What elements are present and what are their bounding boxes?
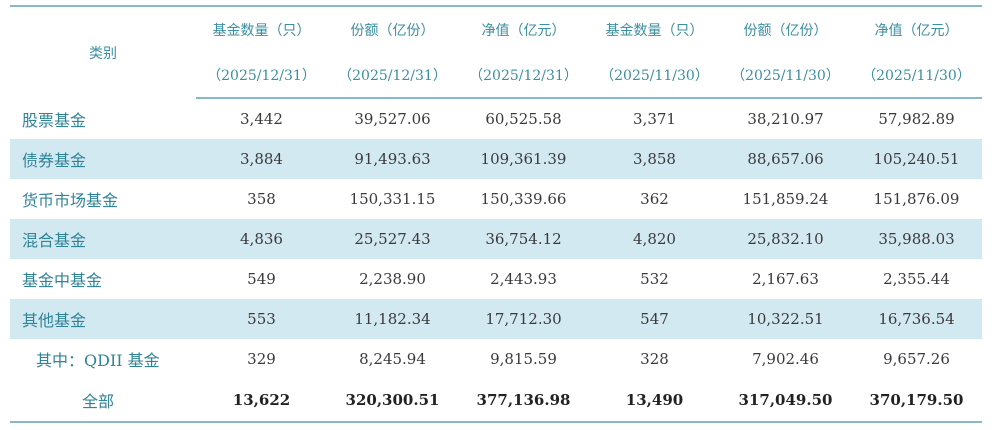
table-cell: 8,245.94 xyxy=(359,350,426,368)
table-row: 其中：QDII 基金 329 8,245.94 9,815.59 328 7,902.46… xyxy=(10,339,982,379)
table-cell: 151,876.09 xyxy=(873,190,960,208)
header-col-date: （2025/11/30） xyxy=(589,53,720,99)
table-cell: 150,339.66 xyxy=(480,190,567,208)
header-col-date: （2025/12/31） xyxy=(327,53,458,99)
header-row: 类别 基金数量（只） 份额（亿份） 净值（亿元） 基金数量（只） 份额（亿份） … xyxy=(10,5,982,98)
row-category: 货币市场基金 xyxy=(22,191,119,210)
header-col-label: 份额（亿份） xyxy=(720,5,851,53)
table-cell: 150,331.15 xyxy=(349,190,436,208)
table-cell: 4,820 xyxy=(589,219,720,259)
table-row: 债券基金 3,884 91,493.63 109,361.39 3,858 88,657.… xyxy=(10,139,982,179)
table-cell: 151,859.24 xyxy=(742,190,829,208)
row-category: 混合基金 xyxy=(10,219,196,259)
table-cell: 105,240.51 xyxy=(851,139,982,179)
table-cell: 38,210.97 xyxy=(747,110,824,128)
table-cell: 4,836 xyxy=(196,219,327,259)
fund-statistics-table: 类别 基金数量（只） 份额（亿份） 净值（亿元） 基金数量（只） 份额（亿份） … xyxy=(10,5,982,423)
row-category: 股票基金 xyxy=(22,110,87,130)
header-col-date: （2025/11/30） xyxy=(851,53,982,99)
row-category: 全部 xyxy=(10,379,196,423)
table-cell: 10,322.51 xyxy=(720,299,851,339)
table-cell: 11,182.34 xyxy=(327,299,458,339)
table-cell: 91,493.63 xyxy=(327,139,458,179)
table-row: 股票基金 3,442 39,527.06 60,525.58 3,371 38,210.9… xyxy=(10,98,982,139)
table-cell: 109,361.39 xyxy=(458,139,589,179)
header-col-date: （2025/11/30） xyxy=(720,53,851,99)
table-cell: 9,815.59 xyxy=(490,350,557,368)
header-col-label: 净值（亿元） xyxy=(458,5,589,53)
header-col-label: 基金数量（只） xyxy=(196,5,327,53)
table-cell: 57,982.89 xyxy=(878,110,955,128)
table-cell: 320,300.51 xyxy=(327,379,458,423)
table-cell: 547 xyxy=(589,299,720,339)
table-row: 全部 13,622 320,300.51 377,136.98 13,490 317,04… xyxy=(10,379,982,423)
table-cell: 532 xyxy=(640,270,669,288)
header-col-date: （2025/12/31） xyxy=(458,53,589,99)
table-row: 货币市场基金 358 150,331.15 150,339.66 362 151,859.… xyxy=(10,179,982,219)
table-cell: 25,832.10 xyxy=(720,219,851,259)
header-date-row: （2025/12/31） （2025/12/31） （2025/12/31） （… xyxy=(10,53,982,99)
table-cell: 25,527.43 xyxy=(327,219,458,259)
table-cell: 9,657.26 xyxy=(883,350,950,368)
table-cell: 3,442 xyxy=(240,110,283,128)
table-row: 基金中基金 549 2,238.90 2,443.93 532 2,167.63 2,355… xyxy=(10,259,982,299)
table-cell: 36,754.12 xyxy=(458,219,589,259)
table-cell: 60,525.58 xyxy=(485,110,562,128)
table-cell: 2,238.90 xyxy=(359,270,426,288)
table-cell: 13,490 xyxy=(589,379,720,423)
table-cell: 2,355.44 xyxy=(883,270,950,288)
header-col-label: 份额（亿份） xyxy=(327,5,458,53)
table-cell: 3,858 xyxy=(589,139,720,179)
table-cell: 13,622 xyxy=(196,379,327,423)
table-cell: 329 xyxy=(247,350,276,368)
header-category: 类别 xyxy=(10,5,196,98)
table-cell: 328 xyxy=(640,350,669,368)
table-row: 其他基金 553 11,182.34 17,712.30 547 10,322.51 16,… xyxy=(10,299,982,339)
row-category: 债券基金 xyxy=(10,139,196,179)
table-cell: 362 xyxy=(640,190,669,208)
table-cell: 17,712.30 xyxy=(458,299,589,339)
table-cell: 3,371 xyxy=(633,110,676,128)
table-cell: 35,988.03 xyxy=(851,219,982,259)
table-cell: 2,167.63 xyxy=(752,270,819,288)
row-category: 其中：QDII 基金 xyxy=(36,351,160,370)
table-cell: 549 xyxy=(247,270,276,288)
header-col-date: （2025/12/31） xyxy=(196,53,327,99)
table-cell: 358 xyxy=(247,190,276,208)
header-col-label: 净值（亿元） xyxy=(851,5,982,53)
row-category: 基金中基金 xyxy=(22,271,103,290)
table-row: 混合基金 4,836 25,527.43 36,754.12 4,820 25,832.1… xyxy=(10,219,982,259)
table-cell: 553 xyxy=(196,299,327,339)
table-cell: 317,049.50 xyxy=(720,379,851,423)
table-cell: 16,736.54 xyxy=(851,299,982,339)
table-cell: 2,443.93 xyxy=(490,270,557,288)
table-cell: 3,884 xyxy=(196,139,327,179)
header-col-label: 基金数量（只） xyxy=(589,5,720,53)
row-category: 其他基金 xyxy=(10,299,196,339)
table-cell: 370,179.50 xyxy=(851,379,982,423)
table-cell: 377,136.98 xyxy=(458,379,589,423)
table-cell: 88,657.06 xyxy=(720,139,851,179)
table-cell: 39,527.06 xyxy=(354,110,431,128)
table-cell: 7,902.46 xyxy=(752,350,819,368)
